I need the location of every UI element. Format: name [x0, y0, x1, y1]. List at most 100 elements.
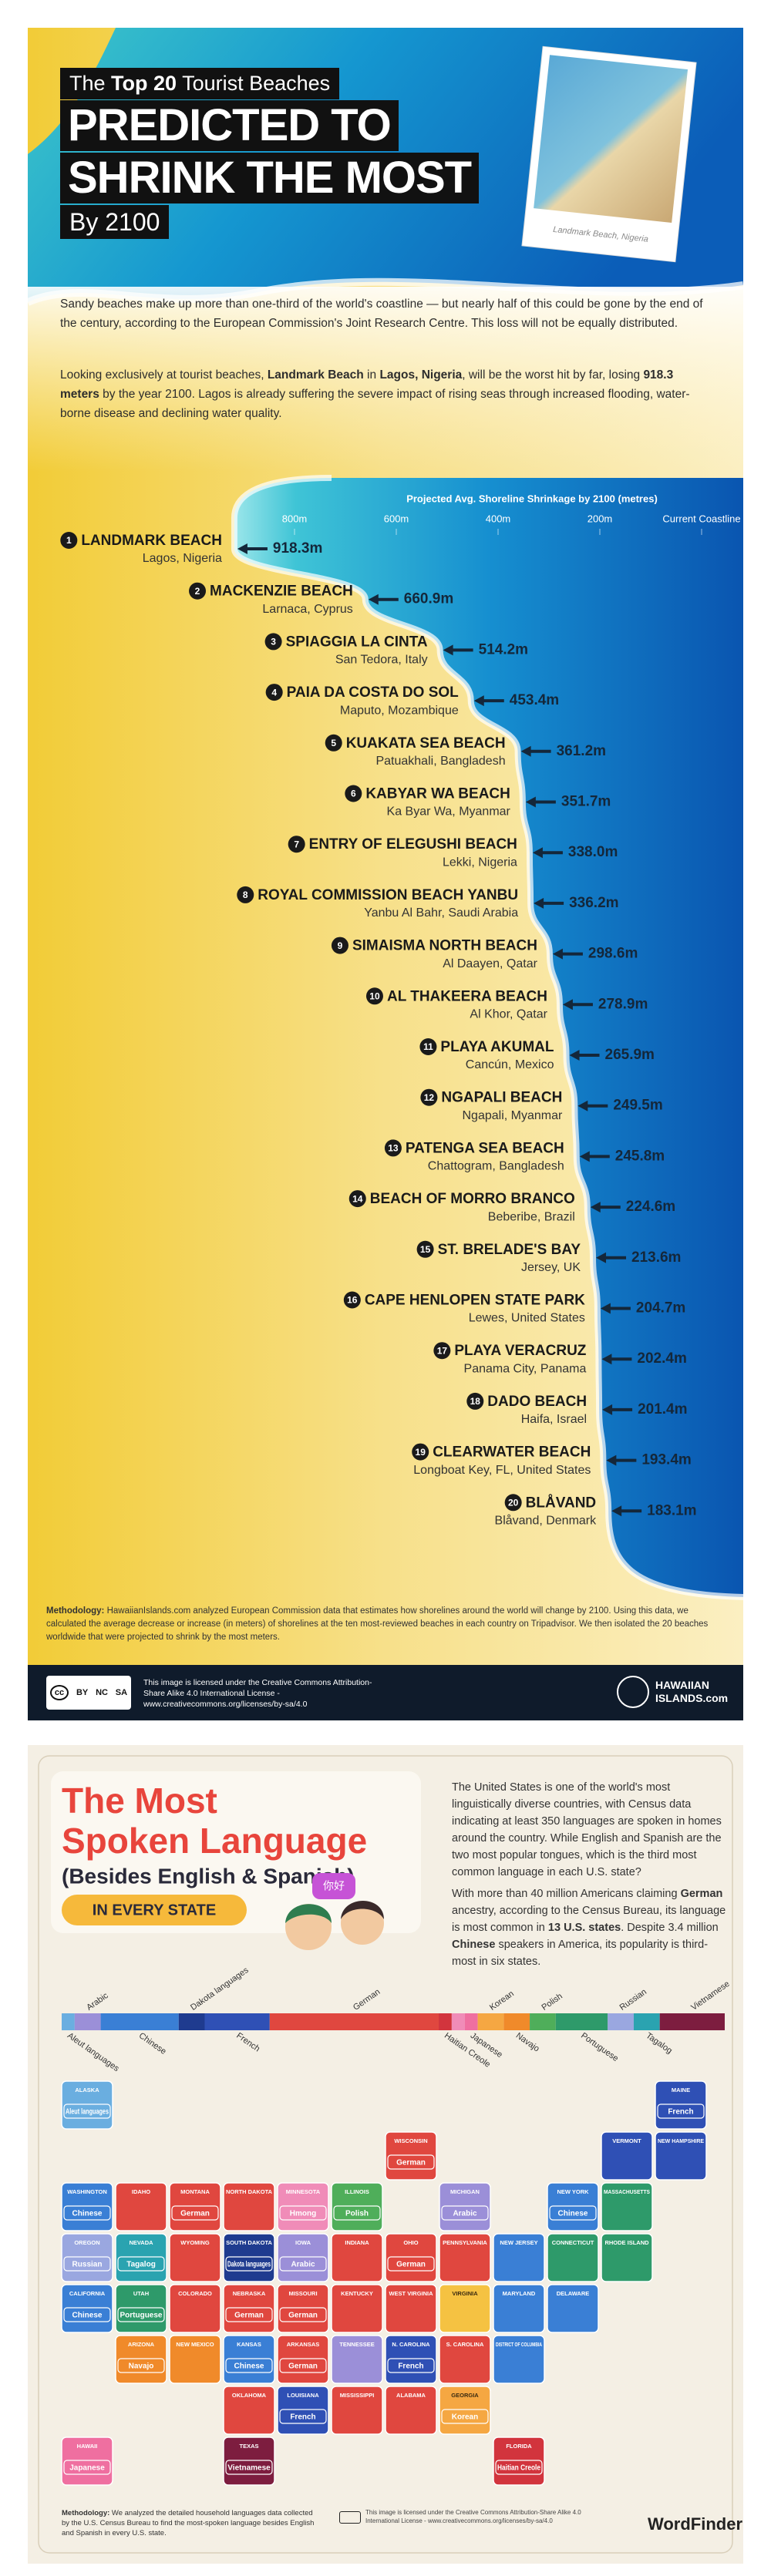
value-label: 249.5m — [613, 1098, 662, 1114]
language-license: This image is licensed under the Creativ… — [365, 2509, 581, 2524]
language-segment — [477, 2013, 504, 2030]
state-tile: DISTRICT OF COLUMBIA — [493, 2335, 545, 2384]
language-pill — [279, 2409, 327, 2424]
x-tick-label: Current Coastline — [662, 513, 740, 524]
rank-number: 14 — [352, 1193, 363, 1204]
state-shape — [223, 2182, 275, 2231]
state-tile: ARIZONA Navajo — [115, 2335, 167, 2384]
rank-number: 18 — [470, 1396, 481, 1407]
shrink-arrow — [552, 948, 583, 960]
shrink-arrow — [532, 847, 563, 859]
shrink-arrow — [443, 644, 473, 656]
shrink-arrow — [579, 1151, 610, 1162]
state-name: KENTUCKY — [341, 2290, 373, 2297]
state-name: CALIFORNIA — [69, 2290, 106, 2297]
state-name: MONTANA — [180, 2188, 210, 2195]
state-name: MASSACHUSETTS — [604, 2188, 650, 2195]
speech-bubble: 你好 — [323, 1880, 345, 1892]
foam-line — [231, 475, 743, 1600]
cc-term: SA — [115, 1688, 128, 1697]
state-shape — [331, 2284, 383, 2333]
beach-name: ROYAL COMMISSION BEACH YANBU — [258, 887, 518, 903]
rank-badge — [325, 734, 342, 752]
state-name: DISTRICT OF COLUMBIA — [496, 2341, 542, 2348]
hawaiian-logo: HAWAIIAN ISLANDS.com — [617, 1676, 732, 1708]
state-tile: GEORGIA Korean — [439, 2386, 491, 2435]
beach-name: LANDMARK BEACH — [81, 533, 222, 549]
language-pill — [225, 2307, 273, 2322]
beach-location: Al Khor, Qatar — [470, 1008, 547, 1021]
value-label: 278.9m — [598, 996, 648, 1012]
rank-number: 10 — [369, 990, 380, 1001]
language-pill — [333, 2205, 381, 2221]
beach-name: BLÅVAND — [526, 1495, 596, 1511]
state-shape — [439, 2335, 491, 2384]
state-name: TEXAS — [239, 2443, 258, 2450]
state-name: HAWAII — [77, 2443, 98, 2450]
language-pill — [225, 2460, 273, 2475]
state-name: MISSISSIPPI — [340, 2392, 375, 2399]
state-name: NEW HAMPSHIRE — [658, 2137, 704, 2144]
shrink-arrow — [534, 897, 564, 909]
beach-name: AL THAKEERA BEACH — [387, 988, 547, 1004]
state-tile: MASSACHUSETTS — [601, 2182, 653, 2231]
beach-name: KABYAR WA BEACH — [365, 786, 510, 802]
state-tile: NEW MEXICO — [169, 2335, 221, 2384]
state-tile: MAINE French — [655, 2080, 707, 2130]
state-tile: ALASKA Aleut languages — [61, 2080, 113, 2130]
state-tile: MISSOURI German — [277, 2284, 329, 2333]
state-shape — [169, 2233, 221, 2282]
language-pill — [279, 2358, 327, 2373]
state-name: N. CAROLINA — [392, 2341, 430, 2348]
title-part: Top 20 — [111, 72, 177, 95]
state-language: French — [290, 2413, 315, 2422]
state-shape — [601, 2131, 653, 2181]
state-name: MICHIGAN — [450, 2188, 480, 2195]
title-line: The Top 20 Tourist Beaches — [60, 68, 340, 99]
language-paragraph: The United States is one of the world's … — [452, 1781, 722, 1878]
bold-text: Lagos, Nigeria — [379, 368, 463, 382]
cc-icon: cc — [49, 1685, 69, 1700]
beach-name: ENTRY OF ELEGUSHI BEACH — [309, 836, 517, 853]
state-language: German — [288, 2362, 318, 2371]
subheadline: By 2100 — [60, 205, 170, 239]
text: With more than 40 million Americans clai… — [452, 1888, 681, 1900]
state-name: TENNESSEE — [339, 2341, 374, 2348]
state-name: ILLINOIS — [345, 2188, 369, 2195]
beach-location: Patuakhali, Bangladesh — [375, 755, 505, 768]
shrink-arrow — [577, 1100, 608, 1111]
rank-number: 2 — [195, 586, 200, 597]
state-name: MINNESOTA — [286, 2188, 321, 2195]
title-box: The Top 20 Tourist Beaches — [60, 68, 340, 99]
rank-number: 15 — [420, 1244, 431, 1255]
state-tile: MICHIGAN Arabic — [439, 2182, 491, 2231]
state-tile: VERMONT — [601, 2131, 653, 2181]
rank-number: 8 — [243, 889, 248, 900]
beach-name: CAPE HENLOPEN STATE PARK — [365, 1293, 585, 1309]
state-tile: WASHINGTON Chinese — [61, 2182, 113, 2231]
bold-text: Chinese — [452, 1939, 496, 1951]
state-name: GEORGIA — [451, 2392, 479, 2399]
state-shape — [655, 2131, 707, 2181]
language-pill — [441, 2409, 489, 2424]
beach-location: Beberibe, Brazil — [488, 1210, 575, 1223]
state-tile: INDIANA — [331, 2233, 383, 2282]
language-pill — [657, 2104, 705, 2119]
beach-location: Maputo, Mozambique — [340, 704, 459, 717]
state-tile: KENTUCKY — [331, 2284, 383, 2333]
state-tile: S. CAROLINA — [439, 2335, 491, 2384]
state-name: OREGON — [74, 2239, 99, 2246]
beach-location: Yanbu Al Bahr, Saudi Arabia — [364, 906, 518, 920]
value-label: 265.9m — [605, 1047, 655, 1063]
state-name: KANSAS — [237, 2341, 261, 2348]
language-pill — [63, 2104, 111, 2119]
shrink-arrow — [596, 1252, 627, 1263]
rank-badge — [265, 684, 283, 701]
shrink-arrow — [525, 796, 556, 808]
value-label: 918.3m — [273, 540, 322, 557]
cc-badge: cc BY NC SA — [46, 1676, 131, 1710]
text: ancestry, according to the Census Bureau… — [452, 1905, 726, 1934]
state-name: CONNECTICUT — [552, 2239, 594, 2246]
value-label: 298.6m — [588, 946, 638, 962]
